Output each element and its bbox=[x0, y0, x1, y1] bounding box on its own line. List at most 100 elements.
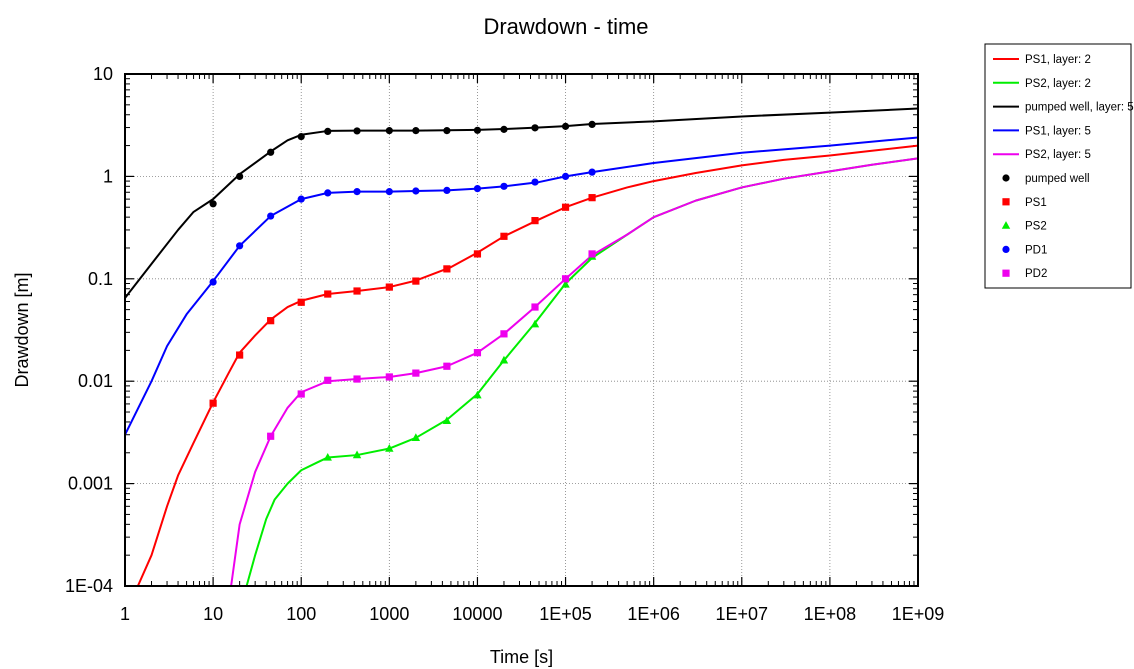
data-point bbox=[385, 188, 393, 196]
legend-box bbox=[984, 43, 1132, 289]
data-point bbox=[324, 376, 332, 384]
data-point bbox=[209, 278, 217, 286]
data-point bbox=[385, 283, 393, 291]
series-line-ps2-layer-2 bbox=[245, 157, 918, 586]
data-point bbox=[561, 275, 570, 283]
data-point bbox=[443, 265, 451, 273]
legend-label: PS2, layer: 5 bbox=[1025, 149, 1091, 161]
data-point bbox=[473, 390, 482, 399]
data-point bbox=[473, 250, 482, 258]
y-axis-title: Drawdown [m] bbox=[12, 272, 32, 387]
data-point bbox=[531, 124, 539, 132]
data-point bbox=[267, 432, 275, 440]
x-tick-label: 1E+08 bbox=[804, 604, 857, 624]
x-tick-label: 1E+09 bbox=[892, 604, 945, 624]
legend-label: PS1, layer: 2 bbox=[1025, 54, 1091, 66]
data-point bbox=[324, 290, 332, 298]
legend-label: PD2 bbox=[1025, 268, 1047, 280]
data-point bbox=[236, 351, 244, 359]
data-point bbox=[324, 189, 332, 197]
y-tick-label: 0.001 bbox=[68, 474, 113, 494]
data-point bbox=[412, 187, 420, 195]
data-point bbox=[588, 194, 596, 202]
data-point bbox=[411, 433, 421, 442]
data-point bbox=[412, 369, 420, 377]
x-axis-title: Time [s] bbox=[490, 647, 553, 667]
series-line-ps2-layer-5 bbox=[230, 157, 918, 586]
y-tick-label: 10 bbox=[93, 64, 113, 84]
x-tick-label: 1000 bbox=[369, 604, 409, 624]
data-point bbox=[323, 452, 332, 461]
legend-swatch-marker bbox=[1002, 269, 1010, 277]
data-point bbox=[500, 182, 508, 190]
legend-label: PS1 bbox=[1025, 197, 1047, 209]
data-point bbox=[530, 319, 540, 328]
data-point bbox=[442, 416, 452, 425]
data-point bbox=[385, 373, 393, 381]
legend-label: PD1 bbox=[1025, 244, 1047, 256]
data-point bbox=[588, 250, 596, 258]
data-point bbox=[500, 232, 508, 240]
data-point bbox=[353, 375, 361, 383]
data-point bbox=[443, 362, 451, 370]
data-point bbox=[385, 444, 394, 452]
data-point bbox=[561, 279, 570, 288]
data-point bbox=[267, 317, 275, 325]
data-point bbox=[500, 330, 508, 338]
x-tick-label: 10 bbox=[203, 604, 223, 624]
data-point bbox=[531, 217, 539, 225]
data-point bbox=[443, 127, 451, 135]
data-point bbox=[561, 122, 570, 130]
data-point bbox=[473, 126, 482, 134]
legend-swatch-marker bbox=[1001, 221, 1011, 229]
data-point bbox=[297, 298, 305, 306]
series-markers-pd1 bbox=[209, 168, 596, 286]
grid bbox=[125, 74, 918, 586]
legend-swatch-marker bbox=[1002, 245, 1010, 253]
plot-frame bbox=[124, 73, 919, 587]
series-layer bbox=[125, 107, 918, 586]
data-point bbox=[267, 148, 275, 156]
data-point bbox=[297, 195, 305, 203]
x-tick-label: 10000 bbox=[452, 604, 502, 624]
data-point bbox=[353, 188, 361, 196]
legend-swatch-marker bbox=[1002, 174, 1010, 182]
data-point bbox=[588, 168, 596, 176]
data-point bbox=[588, 120, 596, 128]
legend-label: PS2 bbox=[1025, 221, 1047, 233]
legend-label: pumped well bbox=[1025, 173, 1090, 185]
x-tick-label: 1 bbox=[120, 604, 130, 624]
series-line-ps1-layer-5 bbox=[125, 136, 918, 436]
y-tick-label: 1 bbox=[103, 166, 113, 186]
tick-labels: 1 10 100 1000 10000 1E+05 1E+06 1E+07 1E+08 1E+09… bbox=[65, 64, 944, 624]
data-point bbox=[531, 303, 539, 311]
data-point bbox=[353, 127, 361, 135]
data-point bbox=[209, 399, 217, 407]
data-point bbox=[385, 127, 393, 135]
legend-label: PS2, layer: 2 bbox=[1025, 78, 1091, 90]
series-markers-ps2 bbox=[323, 252, 597, 461]
data-point bbox=[353, 287, 361, 295]
data-point bbox=[236, 172, 244, 180]
x-tick-label: 1E+05 bbox=[539, 604, 592, 624]
series-markers-pumped-well bbox=[209, 120, 596, 208]
x-tick-label: 1E+06 bbox=[627, 604, 680, 624]
series-markers-pd2 bbox=[267, 250, 596, 440]
legend-label: pumped well, layer: 5 bbox=[1025, 102, 1134, 114]
data-point bbox=[500, 125, 508, 133]
data-point bbox=[324, 127, 332, 136]
data-point bbox=[352, 450, 362, 459]
data-point bbox=[267, 212, 275, 220]
data-point bbox=[297, 132, 305, 141]
legend-swatch-marker bbox=[1002, 198, 1010, 206]
x-tick-label: 100 bbox=[286, 604, 316, 624]
y-tick-label: 0.1 bbox=[88, 269, 113, 289]
plot-area bbox=[125, 107, 918, 586]
data-point bbox=[561, 203, 570, 211]
y-tick-label: 1E-04 bbox=[65, 576, 113, 596]
data-point bbox=[499, 355, 509, 364]
data-point bbox=[412, 277, 420, 285]
data-point bbox=[236, 242, 244, 250]
legend: PS1, layer: 2 PS2, layer: 2 pumped well, l… bbox=[984, 43, 1134, 289]
